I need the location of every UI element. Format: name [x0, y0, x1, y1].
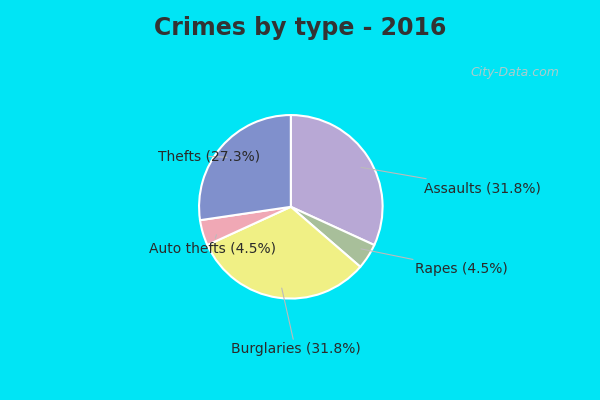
Text: Auto thefts (4.5%): Auto thefts (4.5%) [149, 235, 275, 255]
Wedge shape [291, 115, 383, 245]
Wedge shape [208, 207, 360, 298]
Text: Crimes by type - 2016: Crimes by type - 2016 [154, 16, 446, 40]
Wedge shape [291, 207, 374, 267]
Text: Assaults (31.8%): Assaults (31.8%) [361, 167, 541, 196]
Text: Burglaries (31.8%): Burglaries (31.8%) [230, 288, 360, 356]
Wedge shape [199, 115, 291, 220]
Text: City-Data.com: City-Data.com [470, 66, 559, 78]
Text: Thefts (27.3%): Thefts (27.3%) [158, 149, 260, 163]
Wedge shape [200, 207, 291, 245]
Text: Rapes (4.5%): Rapes (4.5%) [361, 249, 508, 276]
